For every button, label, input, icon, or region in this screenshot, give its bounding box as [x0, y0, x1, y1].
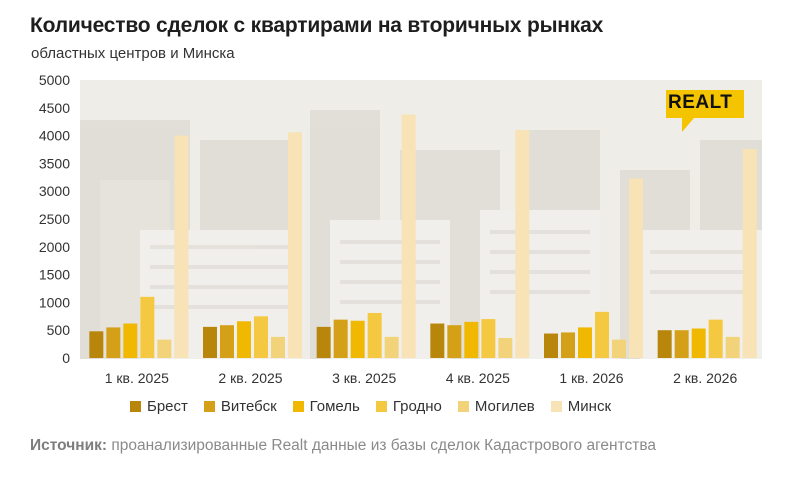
chart-subtitle: областных центров и Минска: [31, 45, 235, 62]
bar-3-2: [367, 312, 382, 358]
bar-0-3: [430, 323, 445, 358]
bar-0-1: [203, 326, 217, 358]
legend-item: Минск: [550, 397, 612, 415]
bar-2-0: [123, 323, 138, 358]
legend-item: Брест: [130, 398, 188, 415]
bar-0-0: [89, 331, 104, 358]
bar-chart: 0 500 1000 1500 2000 2500 3000 3500 4000 4500 5000…: [39, 72, 757, 386]
y-tick-label: 1500: [39, 267, 70, 283]
bar-4-4: [612, 339, 626, 358]
x-tick-label: 2 кв. 2025: [218, 370, 282, 386]
x-tick-label: 4 кв. 2025: [446, 370, 510, 386]
bar-1-3: [447, 325, 462, 358]
chart-title: Количество сделок с квартирами на вторич…: [30, 14, 604, 37]
bar-5-1: [288, 132, 302, 358]
x-tick-label: 1 кв. 2025: [105, 370, 169, 386]
legend-swatch: [203, 400, 215, 412]
bar-2-1: [237, 321, 251, 358]
bar-3-3: [481, 319, 496, 358]
city-background-image: [80, 80, 762, 359]
logo-text: REALT: [668, 92, 733, 113]
legend-swatch: [457, 400, 469, 412]
legend-label: Могилев: [474, 397, 535, 415]
x-tick-label: 3 кв. 2025: [332, 370, 396, 386]
bar-3-1: [254, 316, 268, 358]
legend-label: Витебск: [220, 397, 277, 415]
bar-5-0: [174, 135, 189, 358]
legend-item: Могилев: [457, 397, 535, 415]
bar-2-2: [350, 320, 365, 358]
y-tick-label: 3500: [39, 155, 70, 171]
source-label: Источник:: [30, 437, 108, 454]
bar-2-5: [691, 328, 706, 358]
y-tick-label: 1000: [39, 294, 70, 310]
bar-0-2: [316, 326, 331, 358]
bar-1-5: [674, 330, 689, 358]
bar-1-2: [333, 319, 348, 358]
y-tick-label: 5000: [39, 72, 70, 88]
bar-5-5: [742, 148, 757, 358]
bar-1-4: [561, 332, 575, 358]
source-note: Источник: проанализированные Realt данны…: [30, 437, 656, 455]
bar-5-2: [401, 114, 416, 358]
bar-1-0: [106, 327, 121, 358]
realt-logo: [666, 90, 744, 132]
legend-swatch: [375, 400, 387, 412]
bar-3-0: [140, 296, 155, 358]
bar-3-5: [708, 319, 723, 358]
source-text: проанализированные Realt данные из базы …: [111, 437, 657, 454]
bar-5-4: [629, 178, 643, 358]
bar-4-2: [384, 336, 399, 358]
legend-item: Гродно: [375, 397, 442, 415]
y-tick-label: 0: [62, 350, 70, 366]
bar-2-3: [464, 321, 479, 358]
y-tick-label: 3000: [39, 183, 70, 199]
legend-label: Минск: [567, 397, 612, 415]
legend-item: Витебск: [203, 397, 277, 415]
y-tick-label: 2000: [39, 239, 70, 255]
bar-0-4: [544, 333, 558, 358]
legend-label: Гродно: [392, 397, 442, 415]
bar-5-3: [515, 130, 530, 358]
chart-legend: Брест Витебск Гомель Гродно Могилев Минск: [130, 396, 627, 416]
bar-4-1: [271, 336, 285, 358]
bar-3-4: [595, 311, 609, 358]
y-tick-label: 4000: [39, 128, 70, 144]
y-tick-label: 2500: [39, 211, 70, 227]
bar-4-5: [725, 336, 740, 358]
bar-4-0: [157, 339, 172, 358]
legend-item: Гомель: [292, 397, 360, 415]
bar-1-1: [220, 325, 234, 358]
y-tick-label: 500: [47, 322, 71, 338]
legend-swatch: [550, 400, 562, 412]
bar-2-4: [578, 327, 592, 358]
y-tick-label: 4500: [39, 100, 70, 116]
x-tick-label: 2 кв. 2026: [673, 370, 737, 386]
legend-label: Брест: [147, 397, 188, 415]
x-tick-label: 1 кв. 2026: [559, 370, 623, 386]
bar-0-5: [657, 330, 672, 358]
bar-4-3: [498, 337, 513, 358]
legend-swatch: [130, 400, 141, 412]
legend-label: Гомель: [309, 397, 360, 415]
legend-swatch: [292, 400, 304, 412]
